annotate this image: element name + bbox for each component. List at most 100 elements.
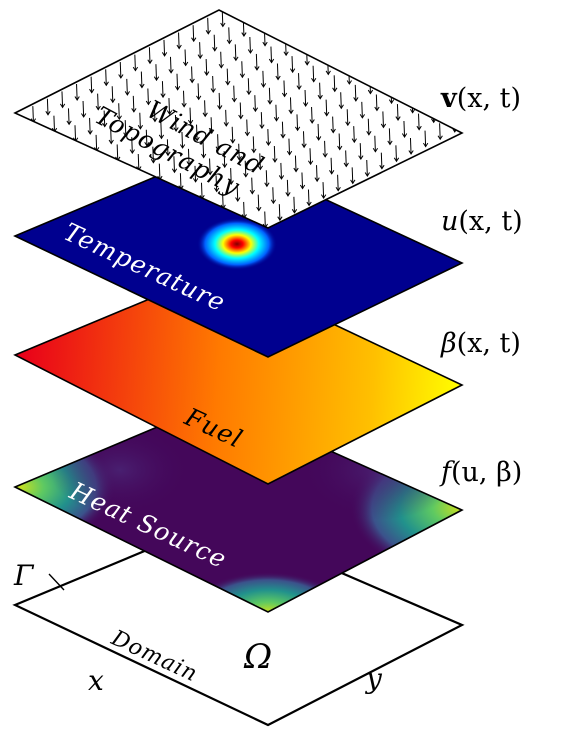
wind-arrow xyxy=(207,17,209,34)
wind-arrow xyxy=(263,29,266,46)
wind-arrow-head xyxy=(225,80,231,86)
wind-arrow-head xyxy=(173,127,179,132)
wind-arrow xyxy=(97,93,99,110)
wind-arrow xyxy=(324,140,326,157)
wind-arrow-head xyxy=(187,119,194,125)
wind-arrow-head xyxy=(161,52,168,57)
wind-arrow-head xyxy=(423,142,429,148)
wind-arrow-head xyxy=(325,70,331,76)
wind-arrow-head xyxy=(239,73,246,79)
wind-arrow-head xyxy=(286,150,293,156)
wind-arrow-head xyxy=(303,102,309,107)
wind-arrow xyxy=(244,160,247,177)
wind-arrow-head xyxy=(137,125,144,130)
wind-arrow-head xyxy=(238,114,244,120)
wind-arrow-head xyxy=(129,149,135,155)
wind-arrow xyxy=(281,121,284,138)
wind-arrow xyxy=(304,90,307,107)
wind-arrow-head xyxy=(358,155,364,161)
wind-arrow-head xyxy=(278,175,285,180)
wind-arrow-head xyxy=(350,179,356,185)
wind-arrow xyxy=(234,44,237,61)
wind-arrow xyxy=(367,118,370,135)
wind-arrow-head xyxy=(351,138,357,144)
wind-arrow-head xyxy=(314,177,320,183)
wind-arrow-head xyxy=(273,116,280,122)
wind-arrow-head xyxy=(252,107,259,113)
wind-arrow-head xyxy=(230,139,236,144)
wind-arrow xyxy=(285,39,287,56)
wind-arrow-head xyxy=(288,109,294,115)
temperature-equation: u(x, t) xyxy=(441,206,523,237)
wind-arrow xyxy=(418,113,420,130)
wind-arrow-head xyxy=(183,61,189,67)
wind-arrow xyxy=(226,68,229,85)
wind-arrow xyxy=(111,86,114,103)
wind-arrow-head xyxy=(222,163,228,169)
wind-arrow-head xyxy=(293,167,299,173)
wind-arrow-head xyxy=(374,106,380,112)
wind-arrow xyxy=(212,75,214,93)
wind-arrow xyxy=(225,109,227,126)
wind-arrow-head xyxy=(247,49,254,54)
wind-arrow xyxy=(61,91,64,108)
wind-arrow xyxy=(134,54,136,71)
wind-arrow-head xyxy=(291,209,298,214)
wind-arrow-head xyxy=(359,114,366,119)
wind-arrow xyxy=(316,165,318,182)
wind-arrow xyxy=(197,83,200,100)
wind-arrow xyxy=(217,134,219,151)
wind-arrow xyxy=(153,105,156,122)
wind-arrow-head xyxy=(152,117,158,123)
wind-arrow xyxy=(126,78,128,95)
wind-arrow xyxy=(174,114,177,132)
wind-arrow-head xyxy=(311,77,317,83)
heat-eq-args: (u, β) xyxy=(451,457,522,488)
wind-arrow xyxy=(179,173,182,190)
wind-arrow xyxy=(173,156,175,173)
wind-arrow xyxy=(181,131,184,148)
wind-arrow xyxy=(228,27,230,44)
fuel-equation: β(x, t) xyxy=(440,328,521,359)
wind-arrow-head xyxy=(259,124,265,130)
wind-arrows xyxy=(30,10,458,228)
wind-arrow xyxy=(432,106,435,123)
wind-arrow xyxy=(280,162,282,179)
wind-arrow xyxy=(196,124,198,141)
wind-arrow-head xyxy=(235,197,241,202)
wind-arrow-head xyxy=(116,115,122,121)
wind-arrow xyxy=(332,116,334,133)
wind-arrow xyxy=(140,71,143,88)
wind-arrow-head xyxy=(409,108,416,114)
wind-arrow xyxy=(409,137,412,154)
wind-arrow-head xyxy=(236,156,242,161)
wind-arrow xyxy=(307,189,310,206)
wind-arrow xyxy=(309,148,312,165)
wind-arrow-head xyxy=(196,95,202,101)
wind-arrow xyxy=(238,143,240,160)
wind-arrow xyxy=(118,103,120,120)
wind-arrow-head xyxy=(165,151,171,157)
wind-arrow xyxy=(103,110,106,127)
wind-arrow xyxy=(275,104,277,121)
wind-arrow xyxy=(272,187,274,204)
wind-arrow xyxy=(116,144,119,161)
wind-arrow-head xyxy=(322,153,328,158)
temperature-plane xyxy=(13,149,464,358)
wind-arrow-head xyxy=(226,39,232,45)
wind-arrow-head xyxy=(281,92,288,98)
wind-arrow xyxy=(337,174,339,191)
wind-arrow-head xyxy=(214,187,220,193)
wind-arrow-head xyxy=(192,178,199,183)
wind-arrow xyxy=(278,204,281,221)
wind-arrow-head xyxy=(249,189,255,195)
wind-arrow-head xyxy=(254,66,260,71)
wind-arrow-head xyxy=(66,120,72,126)
wind-arrow xyxy=(110,127,112,144)
wind-arrow xyxy=(147,88,149,105)
wind-arrow xyxy=(178,32,180,49)
wind-arrow xyxy=(333,75,336,92)
wind-arrow xyxy=(380,152,383,169)
wind-arrow xyxy=(254,95,256,112)
wind-arrow-head xyxy=(179,144,186,149)
